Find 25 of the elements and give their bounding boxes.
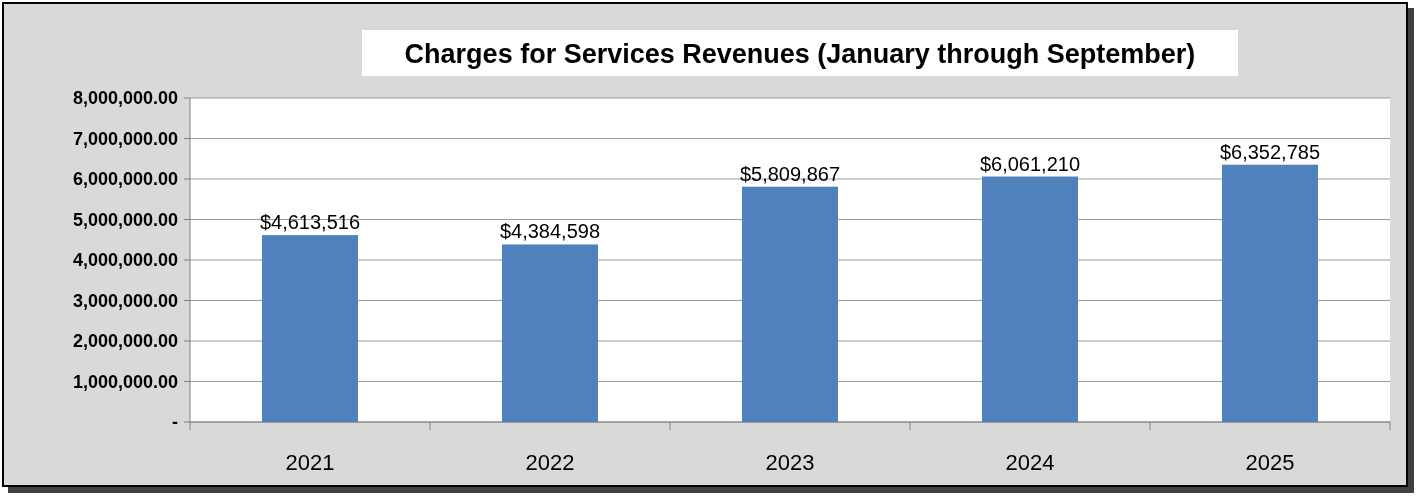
data-label: $6,352,785 <box>1219 140 1321 163</box>
y-tick-label: 1,000,000.00 <box>72 371 178 392</box>
y-tick-label: 6,000,000.00 <box>72 169 178 190</box>
data-label: $4,613,516 <box>259 211 361 234</box>
y-tick-label: 8,000,000.00 <box>72 88 178 109</box>
data-label: $5,809,867 <box>739 162 841 185</box>
bar <box>262 235 358 422</box>
y-tick-label: 4,000,000.00 <box>72 250 178 271</box>
y-tick-label: 5,000,000.00 <box>72 209 178 230</box>
bar <box>742 186 838 422</box>
x-tick-label: 2025 <box>1245 450 1295 475</box>
bar <box>982 176 1078 422</box>
x-tick-label: 2021 <box>285 450 335 475</box>
bar <box>1222 164 1318 422</box>
x-tick-label: 2022 <box>525 450 575 475</box>
data-label: $4,384,598 <box>499 220 601 243</box>
y-tick-label: 7,000,000.00 <box>72 128 178 149</box>
y-tick-label: 3,000,000.00 <box>72 290 178 311</box>
y-tick-label: - <box>172 412 178 433</box>
x-tick-label: 2024 <box>1005 450 1055 475</box>
data-label: $6,061,210 <box>979 152 1081 175</box>
y-tick-label: 2,000,000.00 <box>72 331 178 352</box>
x-tick-label: 2023 <box>765 450 815 475</box>
bar <box>502 244 598 422</box>
chart-title: Charges for Services Revenues (January through September) <box>404 39 1196 69</box>
